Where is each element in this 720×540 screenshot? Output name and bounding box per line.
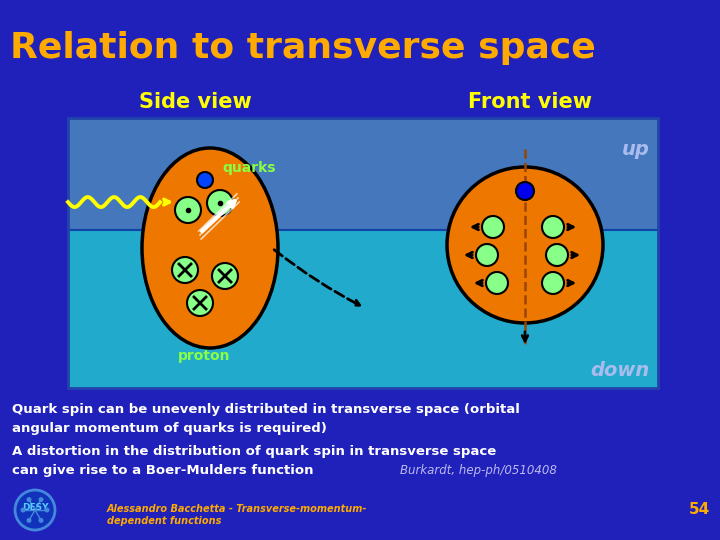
Circle shape bbox=[15, 490, 55, 530]
Circle shape bbox=[476, 244, 498, 266]
Circle shape bbox=[516, 182, 534, 200]
Text: Burkardt, hep-ph/0510408: Burkardt, hep-ph/0510408 bbox=[400, 464, 557, 477]
Text: DESY: DESY bbox=[22, 503, 48, 511]
Circle shape bbox=[38, 497, 43, 502]
Circle shape bbox=[45, 508, 50, 512]
Circle shape bbox=[542, 272, 564, 294]
Text: Alessandro Bacchetta - Transverse-momentum-
dependent functions: Alessandro Bacchetta - Transverse-moment… bbox=[107, 504, 367, 525]
Text: proton: proton bbox=[178, 349, 230, 363]
Circle shape bbox=[212, 263, 238, 289]
Circle shape bbox=[172, 257, 198, 283]
Circle shape bbox=[546, 244, 568, 266]
Text: quarks: quarks bbox=[222, 161, 276, 175]
Circle shape bbox=[447, 167, 603, 323]
Circle shape bbox=[197, 172, 213, 188]
Text: angular momentum of quarks is required): angular momentum of quarks is required) bbox=[12, 422, 327, 435]
Text: down: down bbox=[590, 361, 650, 380]
Text: Quark spin can be unevenly distributed in transverse space (orbital: Quark spin can be unevenly distributed i… bbox=[12, 403, 520, 416]
Circle shape bbox=[20, 508, 25, 512]
Circle shape bbox=[482, 216, 504, 238]
Circle shape bbox=[175, 197, 201, 223]
Circle shape bbox=[187, 290, 213, 316]
Text: A distortion in the distribution of quark spin in transverse space: A distortion in the distribution of quar… bbox=[12, 445, 496, 458]
Text: Front view: Front view bbox=[468, 92, 592, 112]
Text: Relation to transverse space: Relation to transverse space bbox=[10, 31, 595, 65]
Text: 54: 54 bbox=[689, 503, 710, 517]
Bar bbox=[68, 118, 658, 388]
Bar bbox=[68, 230, 658, 388]
Text: Side view: Side view bbox=[139, 92, 251, 112]
Circle shape bbox=[27, 518, 32, 523]
Text: can give rise to a Boer-Mulders function: can give rise to a Boer-Mulders function bbox=[12, 464, 313, 477]
Circle shape bbox=[27, 497, 32, 502]
Circle shape bbox=[542, 216, 564, 238]
Text: up: up bbox=[622, 140, 650, 159]
Ellipse shape bbox=[142, 148, 278, 348]
Circle shape bbox=[207, 190, 233, 216]
Circle shape bbox=[38, 518, 43, 523]
Circle shape bbox=[486, 272, 508, 294]
Bar bbox=[68, 118, 658, 230]
